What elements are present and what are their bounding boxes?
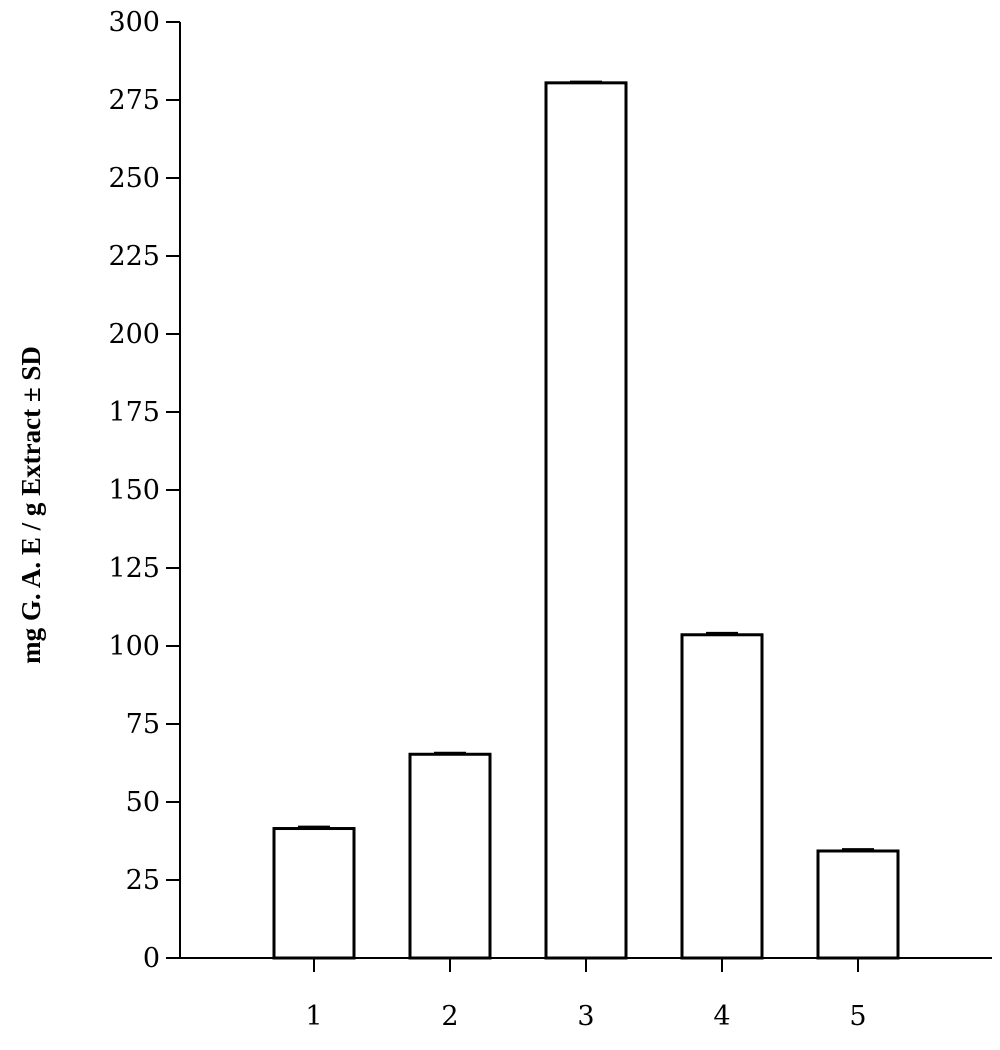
y-tick-label: 50 <box>126 787 160 818</box>
y-tick-label: 0 <box>143 943 160 974</box>
y-axis-title: mg G. A. E / g Extract ± SD <box>16 346 46 664</box>
x-tick-label: 1 <box>305 1001 322 1032</box>
x-tick-label: 2 <box>441 1001 458 1032</box>
y-tick-label: 275 <box>108 85 160 116</box>
bar-3 <box>544 81 628 960</box>
y-tick-label: 100 <box>108 631 160 662</box>
y-axis: 0 25 50 75 100 125 150 175 200 225 250 275 300 <box>108 7 181 974</box>
x-tick-label: 5 <box>849 1001 866 1032</box>
x-tick-label: 3 <box>577 1001 594 1032</box>
y-tick-label: 175 <box>108 397 160 428</box>
x-axis: 1 2 3 4 5 <box>180 957 992 1032</box>
bar-1 <box>272 827 356 960</box>
y-tick-label: 300 <box>108 7 160 38</box>
bars <box>272 80 900 960</box>
bar-4 <box>680 633 764 960</box>
y-tick-label: 150 <box>108 475 160 506</box>
y-tick-label: 250 <box>108 163 160 194</box>
y-tick-label: 25 <box>126 865 160 896</box>
y-tick-label: 200 <box>108 319 160 350</box>
y-tick-label: 75 <box>126 709 160 740</box>
y-tick-label: 225 <box>108 241 160 272</box>
y-tick-label: 125 <box>108 553 160 584</box>
bar-5 <box>816 849 900 960</box>
x-tick-label: 4 <box>713 1001 730 1032</box>
bar-2 <box>408 752 492 960</box>
